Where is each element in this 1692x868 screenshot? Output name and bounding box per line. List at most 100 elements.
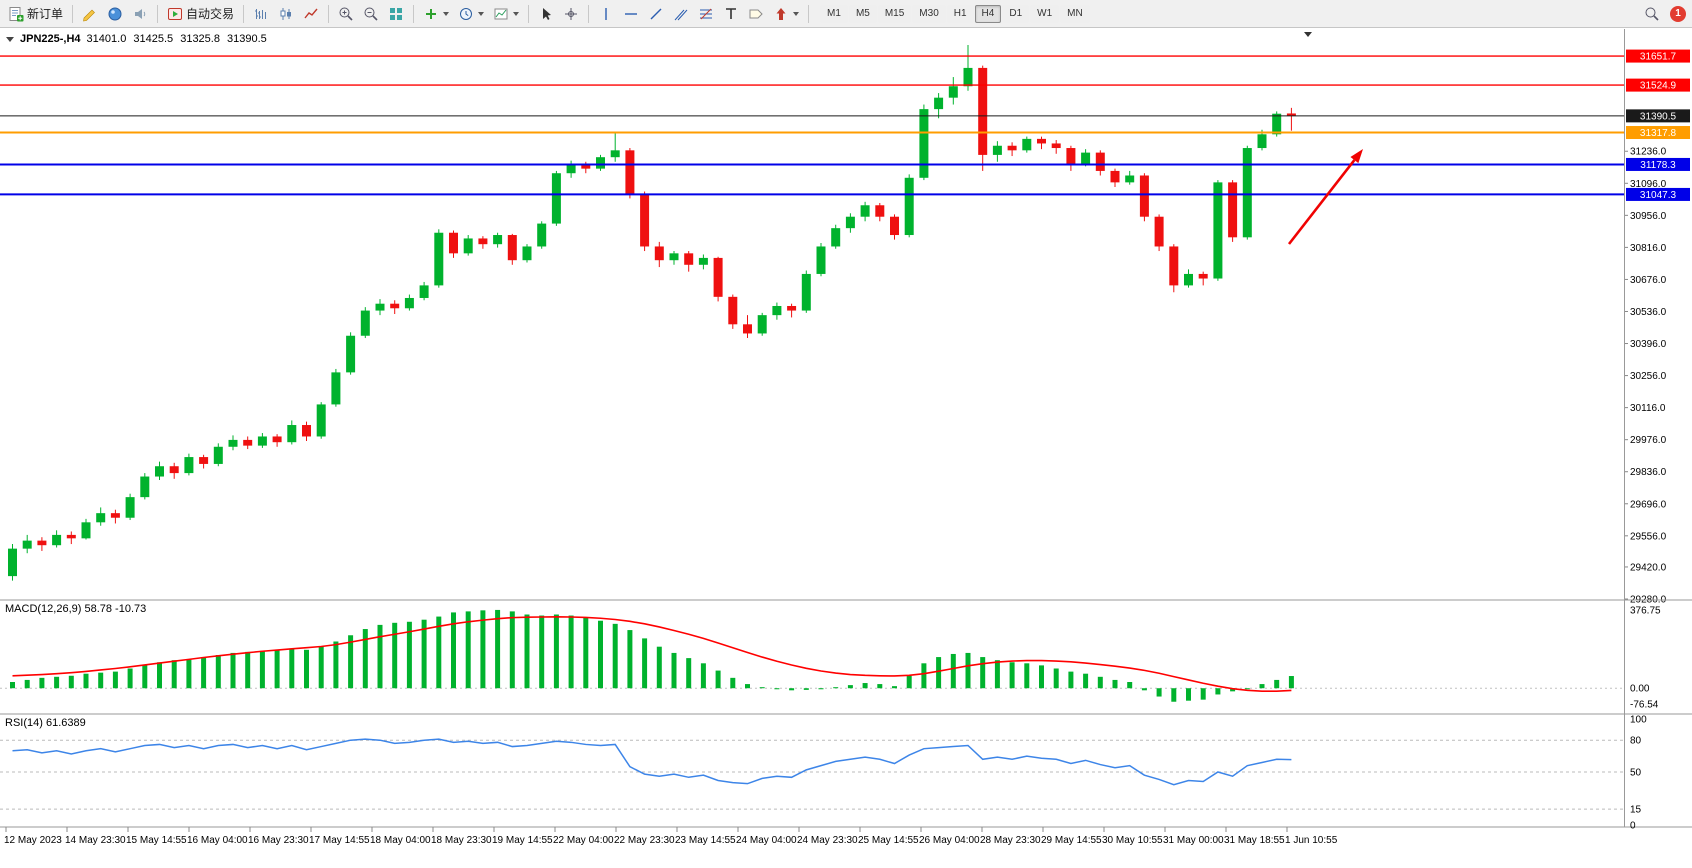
timeframe-button-M5[interactable]: M5: [848, 4, 877, 23]
svg-text:29836.0: 29836.0: [1630, 467, 1667, 478]
rsi-indicator-label: RSI(14) 61.6389: [5, 717, 86, 729]
svg-text:31317.8: 31317.8: [1640, 128, 1677, 139]
svg-text:29 May 14:55: 29 May 14:55: [1041, 835, 1102, 846]
price-tag-31651.7: [1626, 49, 1690, 63]
timeframe-button-D1[interactable]: D1: [1002, 4, 1030, 23]
text-button[interactable]: [719, 3, 743, 25]
autotrading-button[interactable]: 自动交易: [163, 3, 238, 25]
clock-icon: [458, 6, 474, 22]
candle: [934, 97, 944, 110]
crosshair-button[interactable]: [559, 3, 583, 25]
candle: [801, 273, 811, 311]
svg-text:30256.0: 30256.0: [1630, 371, 1667, 382]
timeframe-button-H4[interactable]: H4: [974, 4, 1002, 23]
indicators-button[interactable]: [419, 3, 453, 25]
notification-badge[interactable]: 1: [1670, 5, 1686, 22]
timeframe-button-H1[interactable]: H1: [946, 4, 974, 23]
candle: [22, 540, 32, 549]
one-click-trading-arrow-icon[interactable]: [6, 36, 14, 42]
channel-button[interactable]: [669, 3, 693, 25]
candle: [228, 439, 238, 447]
candle: [478, 238, 488, 245]
candle: [184, 457, 194, 474]
candle: [1110, 170, 1120, 183]
panel-separators: [0, 29, 1692, 828]
candle: [698, 257, 708, 265]
svg-text:26 May 04:00: 26 May 04:00: [919, 835, 980, 846]
tile-windows-button[interactable]: [384, 3, 408, 25]
periods-button[interactable]: [454, 3, 488, 25]
cursor-button[interactable]: [534, 3, 558, 25]
svg-text:17 May 14:55: 17 May 14:55: [309, 835, 370, 846]
zoom-in-icon: [338, 6, 354, 22]
timeframe-button-MN[interactable]: MN: [1060, 4, 1090, 23]
vertical-line-icon: [598, 6, 614, 22]
timeframe-button-M30[interactable]: M30: [912, 4, 946, 23]
navigator-button[interactable]: [103, 3, 127, 25]
candle: [992, 145, 1002, 155]
candle: [199, 457, 209, 464]
price-level-lines[interactable]: 31651.7 31524.9 31390.5 31317.8 31178.3 31047…: [0, 49, 1690, 201]
text-icon: [723, 6, 739, 22]
timeframe-button-M15[interactable]: M15: [877, 4, 912, 23]
candle: [272, 436, 282, 443]
zoom-in-button[interactable]: [334, 3, 358, 25]
line-chart-button[interactable]: [299, 3, 323, 25]
svg-text:15 May 14:55: 15 May 14:55: [126, 835, 187, 846]
svg-text:29696.0: 29696.0: [1630, 499, 1667, 510]
tile-windows-icon: [388, 6, 404, 22]
bar-chart-button[interactable]: [249, 3, 273, 25]
svg-text:31390.5: 31390.5: [1640, 111, 1677, 122]
zoom-out-button[interactable]: [359, 3, 383, 25]
timeframe-button-W1[interactable]: W1: [1030, 4, 1060, 23]
candlestick-chart-button[interactable]: [274, 3, 298, 25]
trendline-button[interactable]: [644, 3, 668, 25]
sound-button[interactable]: [128, 3, 152, 25]
svg-text:31096.0: 31096.0: [1630, 179, 1667, 190]
arrows-button[interactable]: [769, 3, 803, 25]
svg-text:18 May 04:00: 18 May 04:00: [370, 835, 431, 846]
candle: [1022, 138, 1032, 151]
candle: [287, 425, 297, 443]
vertical-line-button[interactable]: [594, 3, 618, 25]
svg-text:0: 0: [1630, 821, 1636, 832]
svg-text:31 May 00:00: 31 May 00:00: [1163, 835, 1224, 846]
toolbar-separator: [808, 4, 810, 23]
candle: [1037, 138, 1046, 144]
equidistant-channel-icon: [673, 6, 689, 22]
templates-button[interactable]: [489, 3, 523, 25]
candle: [1198, 273, 1208, 279]
timeframe-button-M1[interactable]: M1: [820, 4, 848, 23]
chart-dropdown-arrow[interactable]: [1304, 32, 1312, 37]
candle: [787, 305, 797, 311]
arrow-annotation[interactable]: [1287, 149, 1363, 245]
new-order-button[interactable]: 新订单: [4, 3, 67, 25]
candle: [1095, 152, 1105, 171]
svg-text:29556.0: 29556.0: [1630, 531, 1667, 542]
candle: [743, 324, 752, 334]
candle: [66, 534, 76, 539]
horizontal-line-button[interactable]: [619, 3, 643, 25]
metaeditor-button[interactable]: [78, 3, 102, 25]
svg-text:31524.9: 31524.9: [1640, 81, 1677, 92]
search-button[interactable]: [1640, 3, 1664, 25]
new-order-label: 新订单: [27, 7, 64, 21]
svg-text:31651.7: 31651.7: [1640, 52, 1677, 63]
candle: [669, 253, 679, 261]
svg-text:15: 15: [1630, 805, 1642, 816]
candle: [1286, 113, 1296, 116]
rsi-line: [12, 738, 1292, 786]
chart-window[interactable]: 31651.7 31524.9 31390.5 31317.8 31178.3 31047…: [0, 29, 1692, 868]
low-value: 31325.8: [180, 33, 220, 45]
high-value: 31425.5: [133, 33, 174, 45]
macd-indicator-label: MACD(12,26,9) 58.78 -10.73: [5, 603, 147, 615]
candle: [890, 216, 899, 236]
main-toolbar: 新订单 自动交易: [0, 0, 1692, 28]
text-label-button[interactable]: [744, 3, 768, 25]
toolbar-separator: [413, 4, 415, 23]
line-chart-icon: [303, 6, 319, 22]
candle: [1125, 175, 1135, 183]
template-chart-icon: [493, 6, 509, 22]
price-tag-31524.9: [1626, 78, 1690, 92]
fibonacci-button[interactable]: [694, 3, 718, 25]
